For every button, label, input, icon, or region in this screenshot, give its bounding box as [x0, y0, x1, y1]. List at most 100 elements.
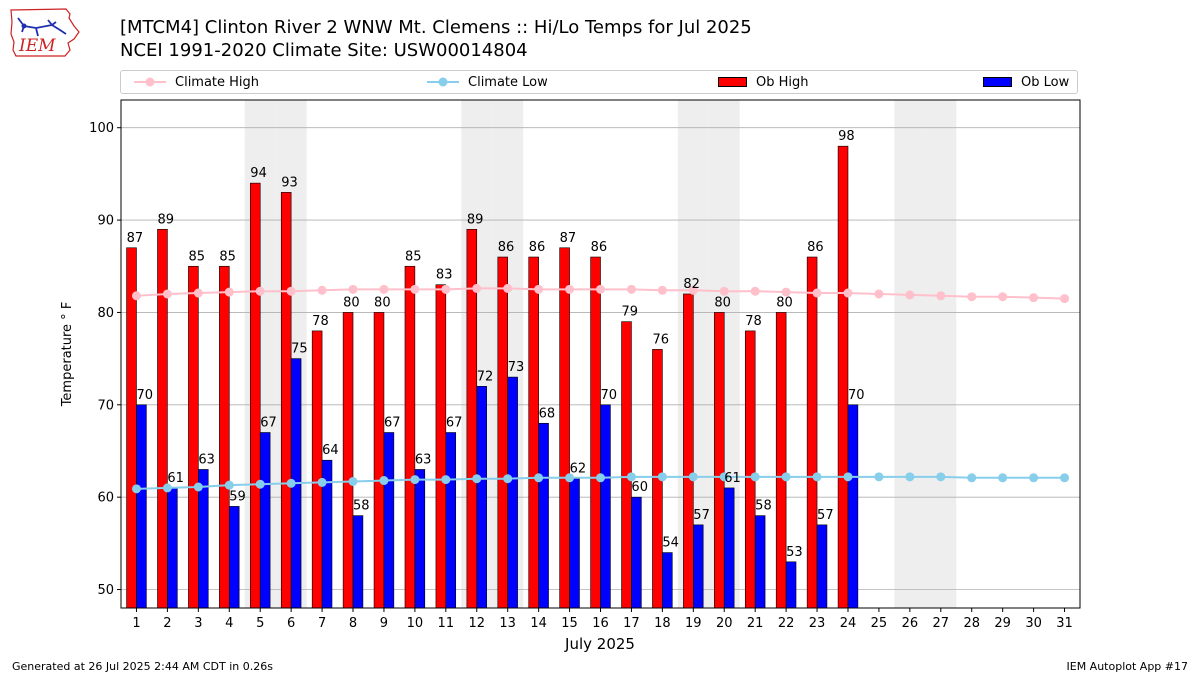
climate-high-point	[565, 284, 575, 294]
x-tick-label: 3	[194, 616, 202, 631]
climate-high-point	[162, 289, 172, 299]
climate-low-point	[596, 473, 605, 483]
weekend-shade-day-27	[925, 100, 957, 608]
climate-lines	[131, 283, 1070, 494]
ob-high-bar	[373, 312, 385, 609]
ob-high-bar	[497, 256, 508, 609]
x-tick-label: 17	[623, 616, 640, 631]
ob-low-value-label: 73	[508, 360, 525, 375]
x-tick-label: 21	[747, 616, 764, 631]
ob-high-bar	[404, 265, 416, 609]
climate-low-point	[719, 472, 729, 482]
ob-low-bar	[383, 432, 395, 609]
climate-low-point	[967, 473, 977, 483]
legend-item-ob-low: Ob Low	[983, 74, 1069, 90]
ob-low-value-label: 67	[446, 416, 463, 431]
x-tick-label: 28	[963, 616, 980, 631]
ob-high-bar	[590, 256, 601, 609]
climate-high-point	[998, 292, 1008, 302]
ob-low-value-label: 72	[477, 369, 494, 384]
climate-high-point	[348, 284, 358, 294]
ob-low-value-label: 70	[601, 388, 618, 403]
climate-high-point	[781, 287, 791, 297]
ob-low-bar	[631, 496, 642, 609]
climate-high-point	[1060, 294, 1070, 304]
climate-high-point	[472, 283, 482, 293]
climate-low-point	[286, 478, 296, 488]
chart-title: [MTCM4] Clinton River 2 WNW Mt. Clemens …	[120, 17, 752, 38]
ob-low-value-label: 61	[724, 471, 741, 486]
climate-low-point	[565, 473, 575, 483]
ob-high-value-label: 86	[498, 240, 515, 255]
climate-low-point	[503, 474, 513, 484]
ob-high-value-label: 80	[374, 295, 391, 310]
ob-high-bar	[342, 312, 354, 609]
ob-low-value-label: 63	[415, 452, 432, 467]
y-tick-label: 70	[97, 398, 114, 413]
ob-low-bar	[414, 469, 426, 609]
x-tick-label: 15	[561, 616, 578, 631]
x-tick-label: 29	[994, 616, 1011, 631]
x-tick-label: 24	[840, 616, 857, 631]
ob-high-value-label: 76	[652, 332, 669, 347]
climate-high-point	[812, 288, 822, 298]
climate-low-point	[936, 472, 946, 482]
ob-low-value-label: 60	[631, 480, 648, 495]
x-tick-label: 26	[902, 616, 919, 631]
climate-high-point	[503, 283, 513, 293]
legend-item-climate-high: Climate High	[133, 74, 259, 90]
ob-high-value-label: 86	[591, 240, 608, 255]
ob-low-value-label: 64	[322, 443, 339, 458]
climate-low-point	[224, 480, 234, 490]
y-tick-label: 80	[97, 306, 114, 321]
ob-low-value-label: 59	[229, 489, 246, 504]
y-tick-label: 50	[97, 583, 114, 598]
ob-high-bar	[250, 182, 261, 609]
legend-line-marker-icon	[427, 77, 459, 87]
climate-low-point	[657, 472, 667, 482]
ob-high-value-label: 80	[776, 295, 793, 310]
y-tick-label: 90	[97, 214, 114, 229]
x-tick-label: 10	[407, 616, 424, 631]
climate-high-point	[936, 291, 946, 301]
footer-app-text: IEM Autoplot App #17	[1066, 660, 1189, 673]
ob-high-value-label: 85	[188, 249, 205, 264]
ob-low-bar	[600, 404, 611, 609]
ob-high-value-label: 78	[312, 314, 329, 329]
ob-high-bar	[744, 330, 756, 609]
climate-low-point	[441, 475, 451, 485]
climate-high-point	[131, 291, 141, 301]
bars	[126, 145, 859, 609]
ob-low-bar	[723, 487, 735, 609]
ob-low-bar	[662, 552, 673, 609]
ob-low-value-label: 58	[353, 499, 370, 514]
ob-high-value-label: 93	[281, 175, 298, 190]
ob-high-value-label: 82	[683, 277, 700, 292]
ob-low-bar	[847, 404, 859, 609]
climate-low-point	[812, 472, 822, 482]
x-tick-label: 14	[530, 616, 547, 631]
climate-low-point	[1060, 473, 1070, 483]
ob-low-bar	[259, 432, 271, 609]
ob-high-bar	[126, 247, 137, 609]
ob-high-bar	[157, 229, 168, 609]
ob-high-value-label: 86	[529, 240, 546, 255]
ob-high-value-label: 80	[343, 295, 360, 310]
climate-high-point	[626, 284, 636, 294]
ob-high-value-label: 89	[158, 212, 175, 227]
legend-label: Climate High	[175, 74, 260, 90]
x-tick-label: 23	[809, 616, 826, 631]
ob-high-value-label: 87	[560, 231, 577, 246]
x-tick-label: 12	[468, 616, 485, 631]
ob-low-value-label: 70	[136, 388, 153, 403]
x-tick-label: 2	[163, 616, 171, 631]
x-tick-label: 27	[933, 616, 950, 631]
x-tick-label: 30	[1025, 616, 1042, 631]
ob-low-bar	[476, 386, 487, 609]
footer-generated-text: Generated at 26 Jul 2025 2:44 AM CDT in …	[12, 660, 273, 673]
climate-high-point	[719, 286, 729, 296]
ob-high-value-label: 79	[622, 305, 639, 320]
x-tick-label: 7	[318, 616, 326, 631]
ob-low-value-label: 53	[786, 545, 803, 560]
x-tick-label: 1	[132, 616, 140, 631]
